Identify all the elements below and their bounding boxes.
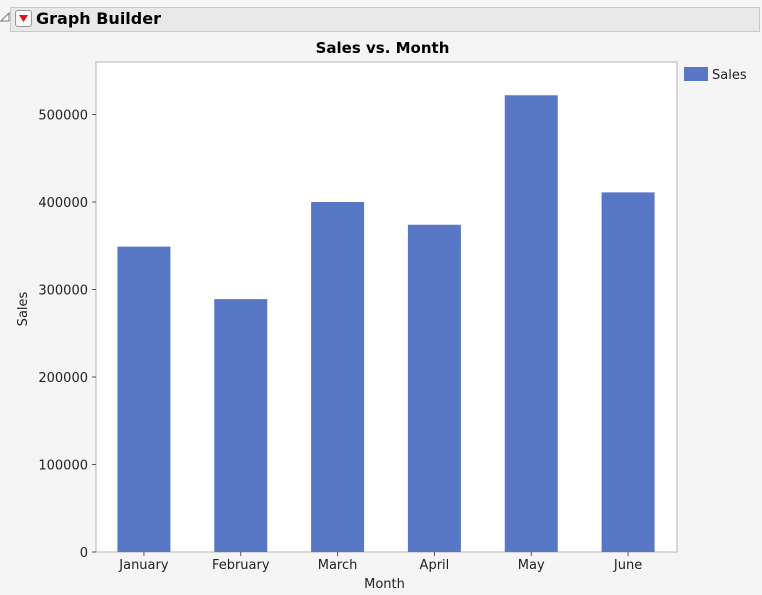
x-tick-label: January xyxy=(118,558,169,573)
y-tick-label: 200000 xyxy=(38,371,88,386)
bar-april[interactable] xyxy=(407,224,461,552)
x-axis-title: Month xyxy=(364,577,405,592)
chart-title: Sales vs. Month xyxy=(316,39,450,57)
legend-swatch xyxy=(684,67,708,81)
bar-may[interactable] xyxy=(504,95,558,552)
disclosure-triangle-icon[interactable] xyxy=(0,12,10,22)
y-tick-label: 300000 xyxy=(38,284,88,299)
y-axis-title: Sales xyxy=(16,291,31,326)
app-title: Graph Builder xyxy=(36,9,161,28)
y-tick-label: 500000 xyxy=(38,109,88,124)
x-tick-label: April xyxy=(420,558,450,573)
bar-february[interactable] xyxy=(214,299,268,552)
x-tick-label: June xyxy=(613,558,642,573)
plot-area xyxy=(95,61,678,553)
red-triangle-menu-button[interactable] xyxy=(15,10,32,27)
red-triangle-dropdown-icon xyxy=(19,15,28,22)
bar-june[interactable] xyxy=(601,192,655,552)
y-tick-label: 100000 xyxy=(38,459,88,474)
x-tick-label: May xyxy=(518,558,545,573)
report-header: Graph Builder xyxy=(0,0,762,34)
y-tick-label: 0 xyxy=(80,546,88,561)
legend-label: Sales xyxy=(712,68,747,83)
y-tick-label: 400000 xyxy=(38,196,88,211)
bar-march[interactable] xyxy=(311,202,365,552)
x-tick-label: March xyxy=(318,558,358,573)
title-strip xyxy=(10,7,760,32)
bar-january[interactable] xyxy=(117,246,171,552)
x-tick-label: February xyxy=(212,558,270,573)
